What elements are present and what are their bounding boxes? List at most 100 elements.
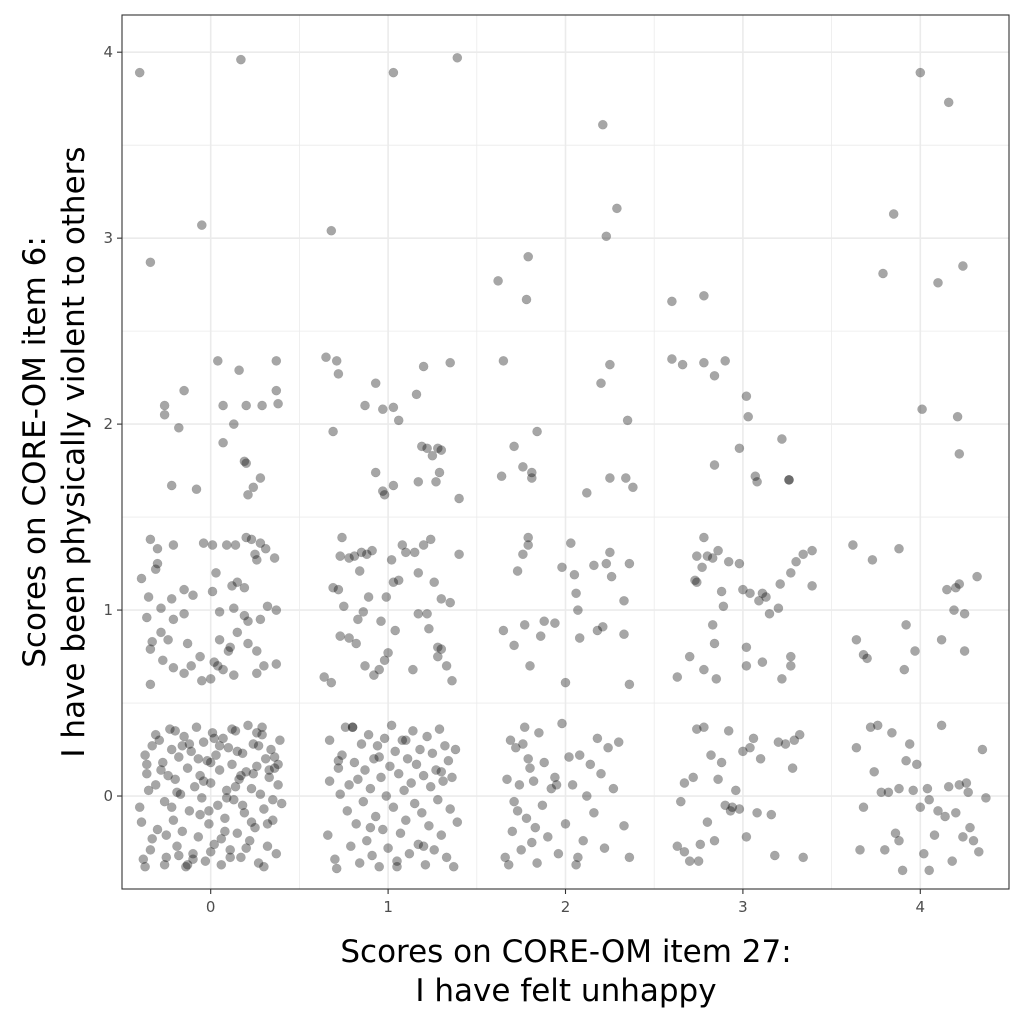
data-point bbox=[518, 739, 528, 749]
data-point bbox=[675, 796, 686, 807]
data-point bbox=[214, 634, 225, 645]
data-point bbox=[427, 748, 438, 759]
data-point bbox=[532, 858, 542, 868]
data-point bbox=[259, 804, 269, 814]
data-point bbox=[399, 785, 409, 796]
data-point bbox=[750, 471, 761, 482]
data-point bbox=[388, 67, 399, 78]
data-point bbox=[569, 569, 580, 580]
data-point bbox=[173, 422, 184, 433]
data-point bbox=[333, 369, 344, 379]
data-point bbox=[188, 854, 198, 865]
data-point bbox=[958, 832, 968, 842]
data-point bbox=[936, 720, 947, 731]
data-point bbox=[958, 261, 968, 271]
data-point bbox=[361, 549, 372, 560]
data-point bbox=[207, 586, 218, 597]
data-point bbox=[537, 800, 548, 811]
data-point bbox=[904, 739, 915, 749]
data-point bbox=[360, 400, 370, 411]
data-point bbox=[523, 753, 534, 764]
data-point bbox=[331, 356, 342, 366]
data-point bbox=[161, 852, 172, 863]
data-point bbox=[745, 588, 755, 599]
data-point bbox=[519, 620, 530, 630]
data-point bbox=[170, 726, 181, 736]
data-point bbox=[596, 378, 606, 389]
data-point bbox=[952, 411, 963, 422]
data-point bbox=[349, 551, 360, 561]
data-point bbox=[709, 835, 720, 846]
data-point bbox=[516, 845, 527, 855]
data-point bbox=[239, 456, 250, 467]
axis-ticks bbox=[117, 51, 921, 894]
data-point bbox=[894, 543, 904, 554]
data-point bbox=[918, 848, 929, 859]
data-point bbox=[518, 549, 528, 560]
data-point bbox=[257, 722, 267, 733]
data-point bbox=[228, 419, 239, 429]
data-point bbox=[498, 356, 509, 366]
data-point bbox=[221, 793, 232, 803]
data-point bbox=[152, 558, 163, 569]
data-point bbox=[365, 822, 376, 833]
data-point bbox=[330, 854, 340, 865]
data-point bbox=[723, 556, 734, 567]
data-point bbox=[667, 296, 677, 307]
data-point bbox=[431, 765, 441, 775]
data-point bbox=[179, 584, 189, 595]
data-point bbox=[383, 843, 393, 853]
data-point bbox=[730, 785, 741, 796]
data-point bbox=[244, 835, 255, 846]
data-point bbox=[262, 601, 273, 612]
data-point bbox=[134, 802, 145, 813]
data-point bbox=[440, 740, 450, 751]
data-point bbox=[251, 646, 262, 656]
data-point bbox=[532, 426, 542, 437]
data-point bbox=[950, 582, 961, 593]
data-point bbox=[152, 824, 163, 835]
data-point bbox=[358, 607, 369, 617]
data-point bbox=[170, 774, 181, 785]
data-point bbox=[385, 761, 395, 772]
data-point bbox=[777, 434, 787, 444]
data-point bbox=[241, 458, 252, 469]
data-point bbox=[915, 802, 926, 813]
data-point bbox=[672, 672, 683, 682]
data-point bbox=[388, 402, 399, 413]
data-point bbox=[550, 772, 560, 783]
data-point bbox=[743, 411, 754, 422]
data-point bbox=[702, 551, 713, 561]
data-point bbox=[798, 549, 809, 560]
data-point bbox=[218, 664, 228, 675]
data-point bbox=[789, 735, 800, 746]
data-point bbox=[145, 257, 156, 268]
data-point bbox=[605, 473, 615, 483]
data-point bbox=[411, 389, 422, 400]
data-point bbox=[269, 763, 280, 773]
data-point bbox=[525, 763, 535, 773]
data-point bbox=[940, 811, 950, 822]
data-point bbox=[264, 772, 275, 783]
data-point bbox=[227, 759, 237, 770]
data-point bbox=[243, 489, 253, 500]
data-point bbox=[798, 852, 809, 863]
data-point bbox=[605, 359, 615, 370]
data-point bbox=[337, 532, 347, 543]
data-point bbox=[179, 385, 189, 396]
data-point bbox=[377, 404, 388, 415]
data-point bbox=[738, 584, 748, 595]
data-point bbox=[156, 765, 166, 775]
data-point bbox=[436, 766, 447, 777]
data-point bbox=[236, 852, 246, 863]
data-point bbox=[613, 737, 624, 747]
data-point bbox=[697, 562, 707, 573]
data-point bbox=[145, 644, 156, 654]
data-point bbox=[241, 843, 252, 853]
data-point bbox=[667, 354, 677, 364]
data-point bbox=[503, 859, 514, 870]
data-point bbox=[166, 594, 177, 604]
data-point bbox=[255, 789, 266, 800]
data-point bbox=[888, 209, 899, 219]
